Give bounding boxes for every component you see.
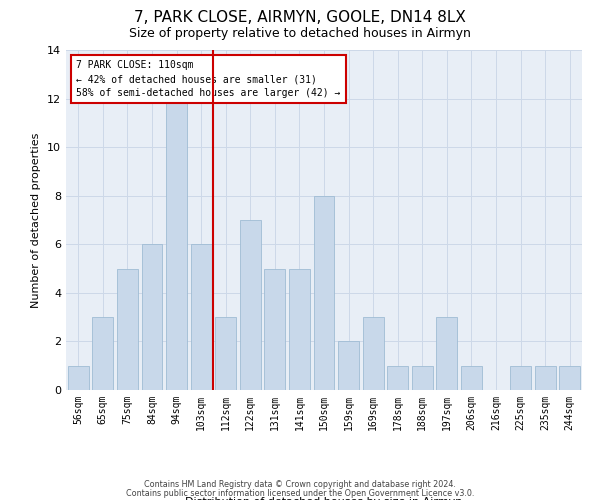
Bar [92,317,113,390]
Text: 7 PARK CLOSE: 110sqm
← 42% of detached houses are smaller (31)
58% of semi-detac: 7 PARK CLOSE: 110sqm ← 42% of detached h… [76,60,341,98]
Bar [387,366,408,390]
Bar [436,317,457,390]
Bar [215,317,236,390]
Bar [412,366,433,390]
Bar [166,98,187,390]
Bar [68,366,89,390]
Bar [191,244,212,390]
Bar [535,366,556,390]
X-axis label: Distribution of detached houses by size in Airmyn: Distribution of detached houses by size … [185,497,463,500]
Bar [362,317,383,390]
Y-axis label: Number of detached properties: Number of detached properties [31,132,41,308]
Bar [289,268,310,390]
Bar [142,244,163,390]
Text: Contains HM Land Registry data © Crown copyright and database right 2024.: Contains HM Land Registry data © Crown c… [144,480,456,489]
Bar [240,220,261,390]
Text: Size of property relative to detached houses in Airmyn: Size of property relative to detached ho… [129,28,471,40]
Text: Contains public sector information licensed under the Open Government Licence v3: Contains public sector information licen… [126,488,474,498]
Bar [338,342,359,390]
Text: 7, PARK CLOSE, AIRMYN, GOOLE, DN14 8LX: 7, PARK CLOSE, AIRMYN, GOOLE, DN14 8LX [134,10,466,25]
Bar [461,366,482,390]
Bar [265,268,286,390]
Bar [117,268,138,390]
Bar [510,366,531,390]
Bar [314,196,334,390]
Bar [559,366,580,390]
